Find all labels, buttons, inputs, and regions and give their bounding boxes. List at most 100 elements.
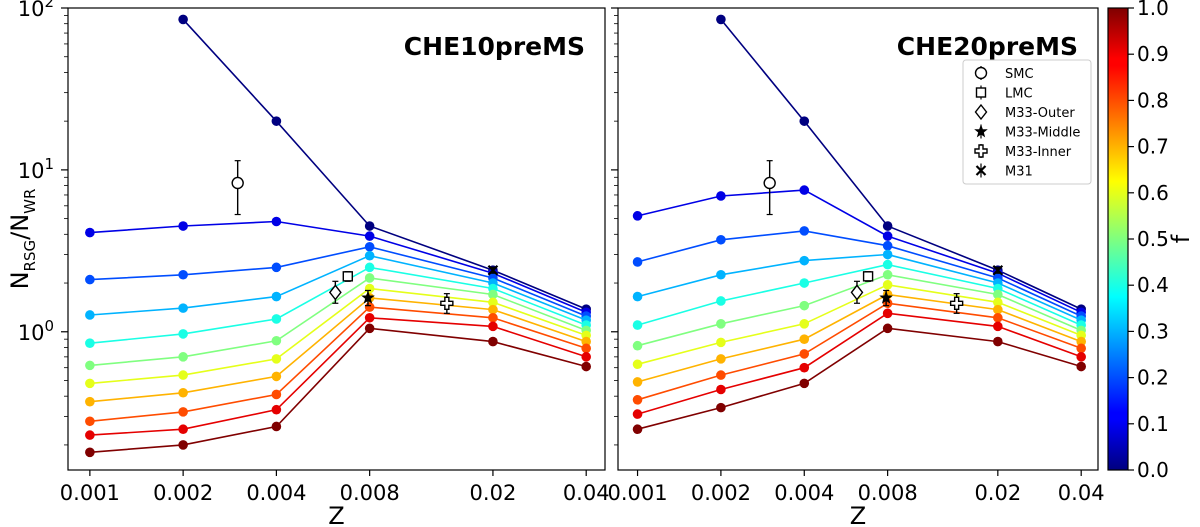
data-point — [716, 370, 726, 380]
data-point — [271, 354, 282, 364]
x-tick-label: 0.008 — [340, 481, 400, 505]
series-line — [637, 283, 1082, 366]
data-point — [488, 312, 498, 323]
colorbar-tick-label: 1.0 — [1137, 0, 1169, 20]
data-point — [882, 231, 893, 241]
data-point — [178, 269, 188, 280]
data-point — [85, 274, 95, 285]
series-line — [637, 302, 1082, 401]
colorbar-gradient — [1107, 7, 1129, 471]
colorbar-tick-label: 0.2 — [1137, 366, 1169, 390]
legend-marker-m33-inner — [974, 144, 988, 158]
data-point — [799, 185, 810, 195]
data-point — [581, 336, 591, 347]
series-line — [637, 327, 1082, 430]
data-point — [271, 116, 282, 126]
data-point — [364, 250, 375, 261]
data-point — [178, 303, 188, 313]
obs-marker-lmc — [342, 271, 353, 282]
data-point — [271, 262, 282, 273]
data-point — [364, 312, 375, 323]
legend-box — [962, 59, 1092, 185]
legend-marker-m33-middle — [974, 124, 988, 138]
obs-marker-m33-inner — [949, 296, 964, 310]
observations-group — [231, 160, 499, 314]
data-point — [271, 404, 282, 415]
data-point — [716, 319, 726, 329]
data-point — [271, 314, 282, 324]
data-point — [178, 329, 188, 339]
x-mark-stroke — [992, 264, 1004, 276]
observations-group — [763, 160, 1004, 314]
data-point — [799, 300, 810, 311]
data-point — [882, 323, 893, 334]
data-point — [85, 227, 95, 238]
data-point — [581, 361, 591, 372]
data-point — [364, 273, 375, 283]
data-point — [364, 221, 375, 231]
colorbar-tick-label: 0.7 — [1137, 135, 1169, 159]
obs-marker-smc — [763, 176, 776, 190]
data-point — [993, 321, 1003, 332]
data-point — [488, 297, 498, 308]
obs-marker-m33-outer — [328, 284, 342, 301]
colorbar-tick-label: 0.6 — [1137, 181, 1169, 205]
data-point — [581, 352, 591, 362]
colorbar-label: f — [1167, 234, 1195, 243]
x-tick-label: 0.04 — [563, 481, 610, 505]
x-tick-label: 0.001 — [60, 481, 120, 505]
data-point — [178, 352, 188, 362]
data-point — [632, 377, 643, 387]
series-line — [89, 220, 587, 314]
colorbar-tick-label: 0.5 — [1137, 227, 1169, 251]
y-axis-label: NRSG/NWR — [6, 189, 39, 290]
data-point — [716, 354, 726, 364]
legend-label: M31 — [1005, 165, 1033, 180]
series-line — [89, 327, 587, 454]
y-tick-label: 101 — [18, 155, 54, 183]
legend-label: LMC — [1005, 87, 1033, 102]
y-tick-label: 102 — [18, 0, 54, 21]
x-tick-label: 0.004 — [774, 481, 834, 505]
data-point — [581, 343, 591, 354]
data-point — [364, 283, 375, 294]
y-tick-label: 100 — [18, 317, 54, 345]
series-line — [89, 306, 587, 423]
data-point — [85, 430, 95, 440]
series-line — [637, 230, 1082, 317]
data-point — [993, 304, 1003, 315]
data-point — [1076, 336, 1086, 347]
data-point — [85, 378, 95, 389]
series-line — [637, 263, 1082, 326]
obs-marker-m31 — [992, 264, 1004, 276]
obs-marker-m33-middle — [361, 290, 375, 304]
data-point — [364, 231, 375, 241]
data-point — [632, 257, 643, 267]
legend: SMC LMC M33-Outer M33-Middle M33-Inner M31 — [962, 59, 1092, 185]
series-line — [89, 287, 587, 385]
x-tick-label: 0.002 — [691, 481, 751, 505]
series-line — [637, 253, 1082, 321]
data-point — [799, 378, 810, 389]
data-point — [632, 359, 643, 370]
series-line — [89, 245, 587, 317]
obs-marker-m33-outer — [850, 284, 864, 301]
data-point — [799, 278, 810, 288]
x-tick-label: 0.002 — [153, 481, 213, 505]
data-point — [716, 384, 726, 395]
data-point — [716, 14, 726, 25]
data-point — [799, 334, 810, 344]
data-point — [632, 394, 643, 405]
data-point — [882, 308, 893, 319]
data-point — [178, 221, 188, 231]
data-point — [632, 211, 643, 221]
legend-marker-smc — [974, 66, 988, 80]
x-tick-label: 0.02 — [974, 481, 1021, 505]
x-tick-label: 0.04 — [1058, 481, 1105, 505]
data-point — [882, 259, 893, 270]
data-point — [364, 323, 375, 334]
series-line — [89, 277, 587, 367]
legend-label: SMC — [1005, 67, 1034, 82]
data-point — [178, 424, 188, 435]
